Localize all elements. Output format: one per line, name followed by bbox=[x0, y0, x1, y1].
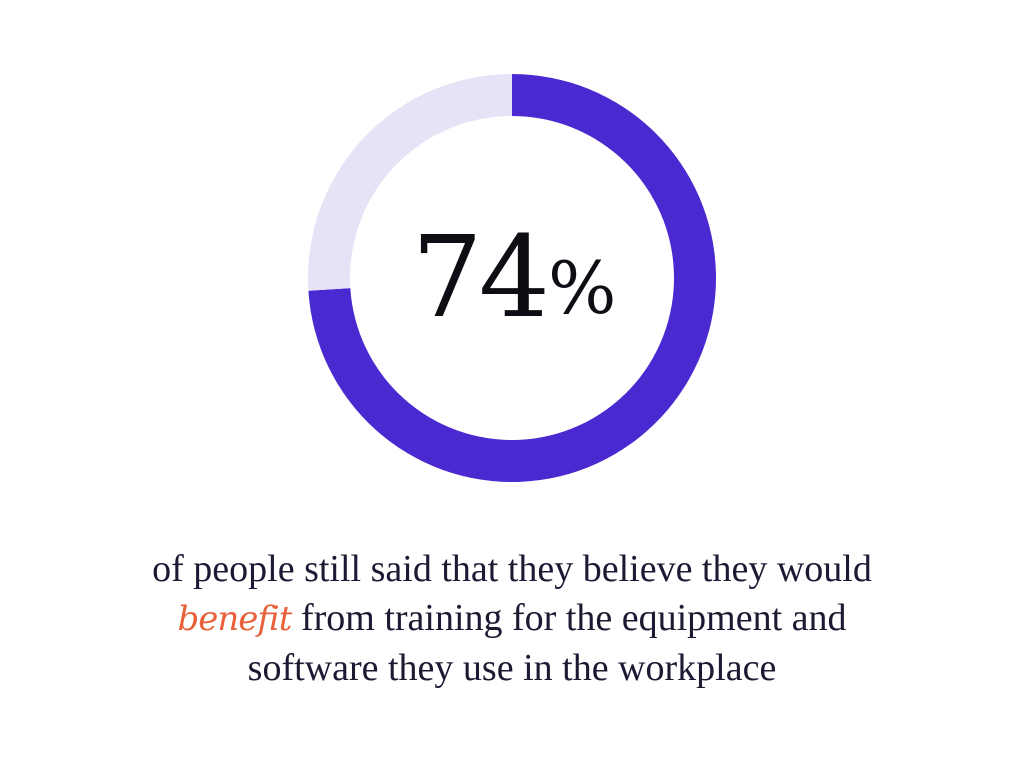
donut-svg bbox=[308, 74, 716, 482]
caption-line-3: software they use in the workplace bbox=[247, 647, 777, 689]
percentage-number: 74 bbox=[411, 213, 551, 343]
caption-text: of people still said that they believe t… bbox=[62, 545, 962, 693]
caption-line-1: of people still said that they believe t… bbox=[152, 548, 872, 590]
donut-chart: 74% bbox=[306, 72, 718, 484]
caption-emphasis: benefit bbox=[177, 599, 292, 639]
center-percentage: 74% bbox=[306, 72, 718, 484]
caption-line-2: from training for the equipment and bbox=[291, 597, 847, 639]
percentage-sign: % bbox=[548, 246, 616, 330]
donut-slice-remainder bbox=[308, 74, 512, 291]
